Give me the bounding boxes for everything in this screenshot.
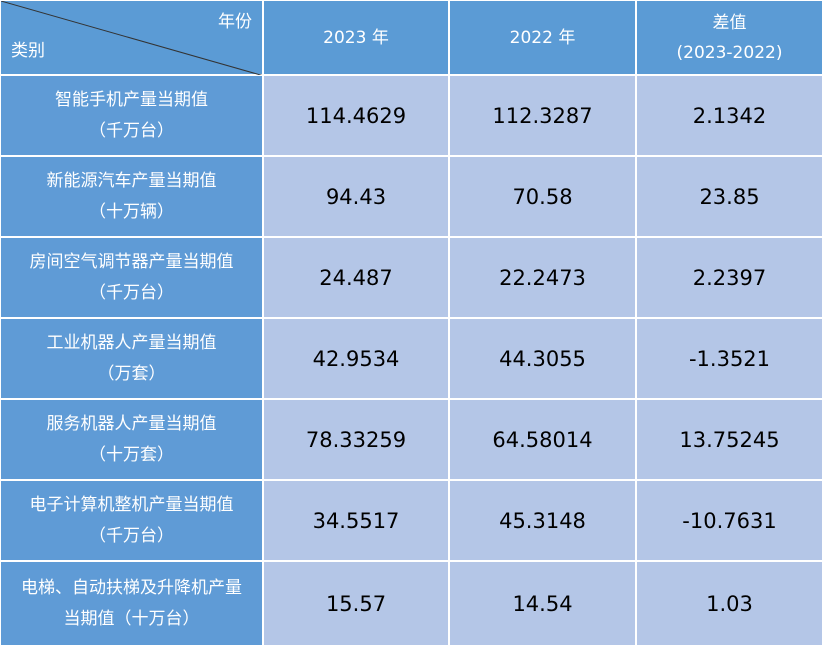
value-cell: 44.3055	[449, 318, 636, 399]
value-cell: 23.85	[636, 156, 823, 237]
row-label: 工业机器人产量当期值 （万套）	[0, 318, 263, 399]
header-text: 2023 年	[323, 27, 389, 48]
value-text: 22.2473	[499, 265, 586, 290]
value-cell: 14.54	[449, 561, 636, 646]
value-cell: 112.3287	[449, 75, 636, 156]
value-cell: 45.3148	[449, 480, 636, 561]
label-text: 当期值（十万台）	[63, 608, 200, 629]
label-text: （万套）	[97, 363, 166, 384]
label-text: （十万套）	[89, 444, 174, 465]
value-text: 64.58014	[492, 427, 593, 452]
value-cell: 78.33259	[263, 399, 449, 480]
value-text: 34.5517	[312, 508, 400, 533]
row-label: 房间空气调节器产量当期值 （千万台）	[0, 237, 263, 318]
row-label: 电子计算机整机产量当期值 （千万台）	[0, 480, 263, 561]
value-cell: 94.43	[263, 156, 449, 237]
label-text: 电子计算机整机产量当期值	[29, 494, 234, 515]
value-cell: 15.57	[263, 561, 449, 646]
label-text: 房间空气调节器产量当期值	[29, 251, 234, 272]
value-text: -10.7631	[682, 508, 777, 533]
column-header: 2022 年	[449, 0, 636, 75]
label-text: 电梯、自动扶梯及升降机产量	[21, 577, 242, 598]
column-header: 2023 年	[263, 0, 449, 75]
value-cell: 70.58	[449, 156, 636, 237]
value-text: 70.58	[512, 184, 573, 209]
value-text: 13.75245	[679, 427, 780, 452]
value-cell: 24.487	[263, 237, 449, 318]
value-text: 42.9534	[312, 346, 400, 371]
diagonal	[1, 1, 264, 76]
value-text: 14.54	[512, 591, 573, 616]
header-text: (2023-2022)	[676, 42, 783, 63]
label-text: （千万台）	[89, 282, 174, 303]
row-label: 服务机器人产量当期值 （十万套）	[0, 399, 263, 480]
label-text: （千万台）	[89, 525, 174, 546]
corner-top: 年份	[218, 12, 252, 32]
label-text: 服务机器人产量当期值	[46, 413, 217, 434]
label-text: （千万台）	[89, 120, 174, 141]
value-cell: 13.75245	[636, 399, 823, 480]
value-cell: -1.3521	[636, 318, 823, 399]
corner-cell: 年份 类别	[0, 0, 264, 76]
value-cell: 114.4629	[263, 75, 449, 156]
value-text: 1.03	[706, 591, 753, 616]
value-cell: 1.03	[636, 561, 823, 646]
row-label: 新能源汽车产量当期值 （十万辆）	[0, 156, 263, 237]
value-text: 78.33259	[305, 427, 407, 452]
value-cell: 34.5517	[263, 480, 449, 561]
column-header: 差值 (2023-2022)	[636, 0, 823, 75]
value-text: 45.3148	[499, 508, 586, 533]
value-text: 15.57	[325, 591, 387, 616]
value-text: 44.3055	[499, 346, 586, 371]
value-text: 112.3287	[492, 103, 593, 128]
row-label: 电梯、自动扶梯及升降机产量 当期值（十万台）	[0, 561, 263, 646]
value-text: 114.4629	[305, 103, 407, 128]
value-text: 23.85	[699, 184, 760, 209]
label-text: 新能源汽车产量当期值	[46, 170, 217, 191]
row-label: 智能手机产量当期值 （千万台）	[0, 75, 263, 156]
value-text: -1.3521	[688, 346, 771, 371]
header-text: 2022 年	[509, 27, 576, 48]
label-text: 工业机器人产量当期值	[46, 332, 217, 353]
label-text: （十万辆）	[89, 201, 174, 222]
value-cell: 2.1342	[636, 75, 823, 156]
value-cell: 22.2473	[449, 237, 636, 318]
corner-bottom: 类别	[11, 41, 45, 61]
label-text: 智能手机产量当期值	[55, 89, 208, 110]
header-text: 差值	[712, 12, 747, 33]
value-text: 24.487	[319, 265, 393, 290]
value-cell: 64.58014	[449, 399, 636, 480]
value-cell: 42.9534	[263, 318, 449, 399]
value-text: 2.1342	[692, 103, 767, 128]
value-text: 2.2397	[692, 265, 767, 290]
value-text: 94.43	[325, 184, 387, 209]
value-cell: -10.7631	[636, 480, 823, 561]
value-cell: 2.2397	[636, 237, 823, 318]
